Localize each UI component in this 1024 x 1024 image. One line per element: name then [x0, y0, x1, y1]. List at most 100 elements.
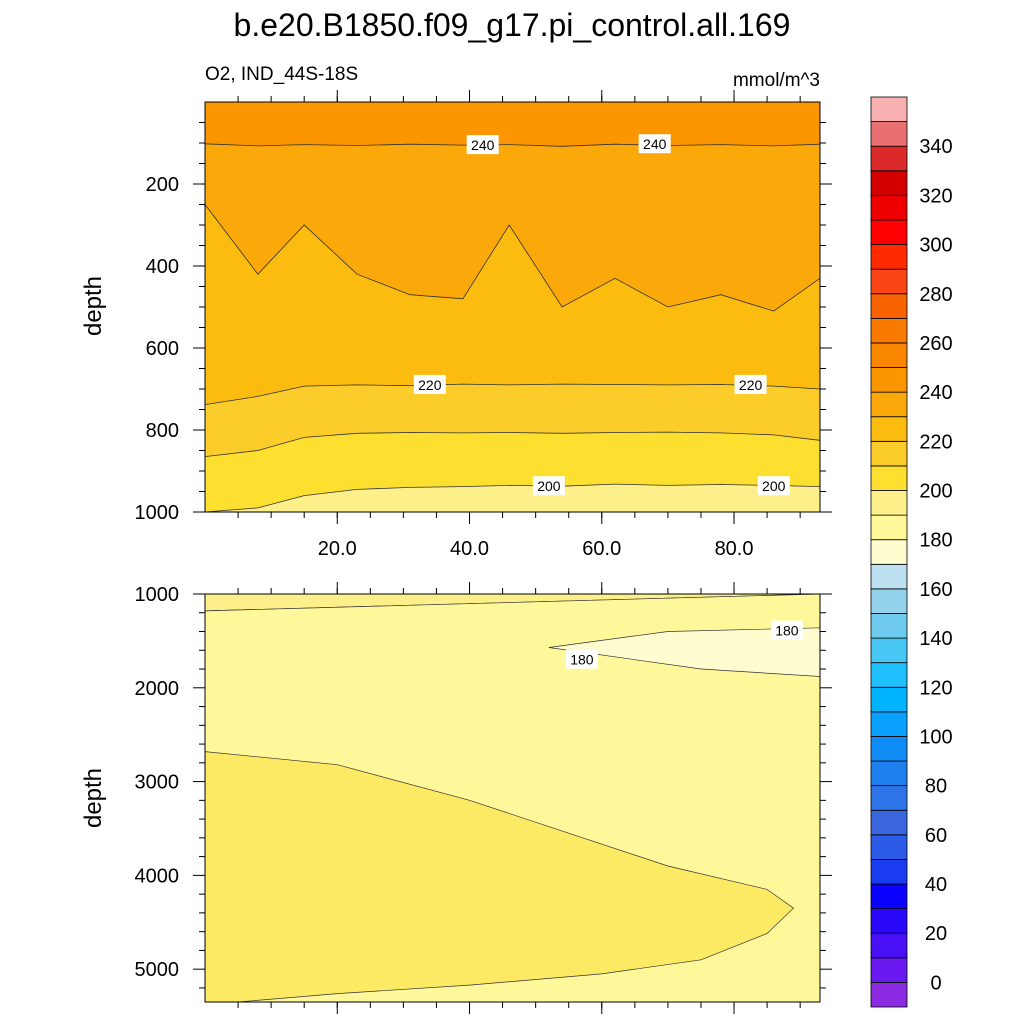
- colorbar-label: 300: [919, 235, 952, 257]
- y-tick-label: 2000: [135, 678, 180, 700]
- colorbar-bin: [870, 613, 908, 639]
- colorbar-bin: [870, 932, 908, 959]
- y-tick-label: 1000: [135, 502, 180, 524]
- colorbar-label: 60: [925, 825, 947, 847]
- y-tick-label: 600: [146, 338, 179, 360]
- top-plot-area: 240 240 220 220 200 200: [204, 102, 821, 513]
- contour-label-bg: [466, 135, 499, 155]
- colorbar-bin: [870, 268, 908, 295]
- colorbar-bin: [870, 293, 908, 319]
- colorbar-bin: [870, 760, 908, 787]
- top-band-fill: [205, 484, 820, 512]
- x-tick-label: 80.0: [715, 538, 754, 560]
- contour-label: 200: [532, 476, 565, 496]
- colorbar-bin: [870, 539, 908, 565]
- contour-label: 180: [565, 649, 598, 669]
- colorbar-bin: [870, 834, 908, 860]
- top-panel-variable-label: O2, IND_44S-18S: [205, 64, 358, 85]
- contour-label: 180: [770, 620, 803, 640]
- colorbar-bin: [870, 637, 908, 664]
- contour-label-bg: [565, 649, 598, 669]
- y-tick-label: 400: [146, 256, 179, 278]
- colorbar-label: 20: [925, 923, 947, 945]
- contour-label-bg: [734, 374, 767, 394]
- colorbar-bin: [870, 686, 908, 713]
- colorbar-label: 320: [919, 185, 952, 207]
- contour-label-bg: [413, 374, 446, 394]
- bottom-panel-ylabel: depth: [80, 768, 107, 828]
- colorbar-bin: [870, 908, 908, 934]
- figure-title: b.e20.B1850.f09_g17.pi_control.all.169: [234, 7, 791, 43]
- colorbar-bin: [870, 859, 908, 885]
- colorbar-bin: [870, 563, 908, 590]
- colorbar-label: 280: [919, 284, 952, 306]
- colorbar-bin: [870, 317, 908, 344]
- y-tick-label: 4000: [135, 865, 180, 887]
- contour-line-210: [204, 431, 821, 457]
- colorbar-bin: [870, 588, 908, 614]
- colorbar-label: 160: [919, 579, 952, 601]
- contour-label: 240: [466, 135, 499, 155]
- top-axes: 20.0 40.0 60.0 80.0 200 400 600 800 1000: [135, 90, 832, 560]
- colorbar-label: 200: [919, 481, 952, 503]
- colorbar-bin: [870, 957, 908, 983]
- y-tick-label: 3000: [135, 772, 180, 794]
- contour-label-text: 180: [570, 652, 594, 668]
- colorbar-bin: [870, 514, 908, 541]
- contour-label-text: 220: [739, 377, 763, 393]
- colorbar-label: 100: [919, 727, 952, 749]
- contour-line-220: [204, 383, 821, 405]
- y-tick-label: 200: [146, 174, 179, 196]
- colorbar-bin: [870, 490, 908, 516]
- contour-label-text: 200: [762, 478, 786, 494]
- top-panel-units-label: mmol/m^3: [733, 70, 820, 91]
- colorbar-label: 340: [919, 136, 952, 158]
- colorbar-bin: [870, 440, 908, 467]
- contour-line-240: [204, 143, 821, 147]
- colorbar-bin: [870, 662, 908, 688]
- contour-label: 220: [413, 374, 446, 394]
- x-tick-label: 40.0: [450, 538, 489, 560]
- y-tick-label: 5000: [135, 959, 180, 981]
- colorbar-label: 260: [919, 333, 952, 355]
- colorbar-bin: [870, 391, 908, 418]
- colorbar-bin: [870, 883, 908, 910]
- bottom-region-190-200: [204, 751, 795, 1003]
- colorbar-bin: [870, 342, 908, 368]
- colorbar-bin: [870, 785, 908, 811]
- contour-label-bg: [638, 134, 671, 154]
- colorbar-label: 180: [919, 530, 952, 552]
- colorbar-label: 40: [925, 874, 947, 896]
- bottom-plot-area: 180 180: [204, 593, 821, 1003]
- colorbar-bin: [870, 219, 908, 245]
- contour-label-text: 240: [471, 137, 495, 153]
- colorbar-label: 220: [919, 431, 952, 453]
- colorbar-bin: [870, 194, 908, 221]
- colorbar-bin: [870, 736, 908, 762]
- colorbar-label: 120: [919, 677, 952, 699]
- contour-line-200: [204, 483, 821, 513]
- colorbar-bin: [870, 416, 908, 442]
- contour-label-text: 180: [775, 623, 799, 639]
- colorbar: 3403203002802602402202001801601401201008…: [870, 96, 953, 1008]
- y-tick-label: 1000: [135, 584, 180, 606]
- colorbar-bin: [870, 121, 908, 147]
- contour-label-text: 200: [537, 478, 561, 494]
- contour-label-bg: [532, 476, 565, 496]
- top-panel: O2, IND_44S-18S mmol/m^3 240 240 220 220 200…: [80, 64, 832, 560]
- top-panel-ylabel: depth: [80, 276, 107, 336]
- bottom-panel: 180 180 1000 2000 3000 4000 5000 depth: [80, 582, 832, 1014]
- colorbar-bin: [870, 170, 908, 196]
- contour-label: 200: [757, 476, 790, 496]
- contour-label: 240: [638, 134, 671, 154]
- y-tick-label: 800: [146, 420, 179, 442]
- contour-label-text: 220: [418, 377, 442, 393]
- colorbar-label: 140: [919, 628, 952, 650]
- bottom-plot-frame: [204, 593, 821, 1003]
- colorbar-bin: [870, 982, 908, 1008]
- colorbar-bin: [870, 96, 908, 122]
- contour-label: 220: [734, 374, 767, 394]
- colorbar-bin: [870, 465, 908, 491]
- colorbar-bin: [870, 809, 908, 836]
